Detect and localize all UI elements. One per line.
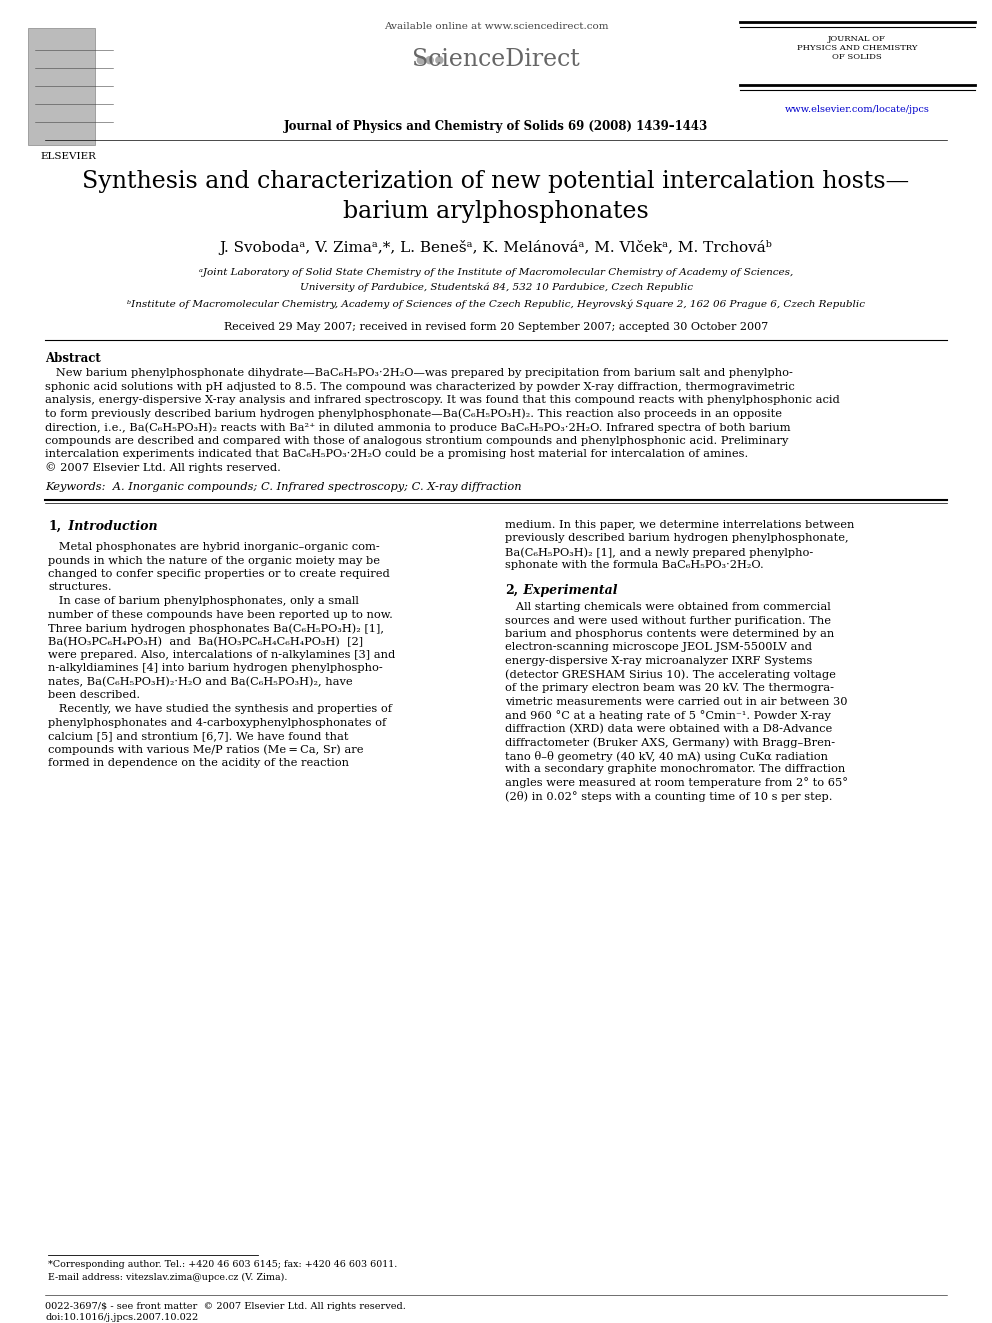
Text: were prepared. Also, intercalations of n-alkylamines [3] and: were prepared. Also, intercalations of n… bbox=[48, 650, 395, 660]
Text: Recently, we have studied the synthesis and properties of: Recently, we have studied the synthesis … bbox=[48, 704, 392, 714]
Text: phenylphosphonates and 4-carboxyphenylphosphonates of: phenylphosphonates and 4-carboxyphenylph… bbox=[48, 717, 386, 728]
Text: 2,: 2, bbox=[505, 583, 518, 597]
Text: ●●●: ●●● bbox=[416, 56, 444, 65]
Text: Available online at www.sciencedirect.com: Available online at www.sciencedirect.co… bbox=[384, 22, 608, 30]
Text: direction, i.e., Ba(C₆H₅PO₃H)₂ reacts with Ba²⁺ in diluted ammonia to produce Ba: direction, i.e., Ba(C₆H₅PO₃H)₂ reacts wi… bbox=[45, 422, 791, 433]
Text: In case of barium phenylphosphonates, only a small: In case of barium phenylphosphonates, on… bbox=[48, 595, 359, 606]
Text: barium and phosphorus contents were determined by an: barium and phosphorus contents were dete… bbox=[505, 628, 834, 639]
Text: intercalation experiments indicated that BaC₆H₅PO₃·2H₂O could be a promising hos: intercalation experiments indicated that… bbox=[45, 448, 748, 459]
Text: J. Svobodaᵃ, V. Zimaᵃ,*, L. Benešᵃ, K. Melánováᵃ, M. Vlčekᵃ, M. Trchováᵇ: J. Svobodaᵃ, V. Zimaᵃ,*, L. Benešᵃ, K. M… bbox=[219, 239, 773, 255]
Text: Introduction: Introduction bbox=[64, 520, 158, 533]
Text: Journal of Physics and Chemistry of Solids 69 (2008) 1439–1443: Journal of Physics and Chemistry of Soli… bbox=[284, 120, 708, 134]
Text: 0022-3697/$ - see front matter  © 2007 Elsevier Ltd. All rights reserved.: 0022-3697/$ - see front matter © 2007 El… bbox=[45, 1302, 406, 1311]
Text: number of these compounds have been reported up to now.: number of these compounds have been repo… bbox=[48, 610, 393, 619]
Text: All starting chemicals were obtained from commercial: All starting chemicals were obtained fro… bbox=[505, 602, 830, 613]
Text: diffraction (XRD) data were obtained with a D8-Advance: diffraction (XRD) data were obtained wit… bbox=[505, 724, 832, 734]
Text: © 2007 Elsevier Ltd. All rights reserved.: © 2007 Elsevier Ltd. All rights reserved… bbox=[45, 463, 281, 474]
Text: Abstract: Abstract bbox=[45, 352, 101, 365]
Text: www.elsevier.com/locate/jpcs: www.elsevier.com/locate/jpcs bbox=[785, 105, 930, 114]
Text: sphonic acid solutions with pH adjusted to 8.5. The compound was characterized b: sphonic acid solutions with pH adjusted … bbox=[45, 381, 795, 392]
Text: to form previously described barium hydrogen phenylphosphonate—Ba(C₆H₅PO₃H)₂. Th: to form previously described barium hydr… bbox=[45, 409, 782, 419]
Text: University of Pardubice, Studentská 84, 532 10 Pardubice, Czech Republic: University of Pardubice, Studentská 84, … bbox=[300, 283, 692, 292]
Text: JOURNAL OF
PHYSICS AND CHEMISTRY
OF SOLIDS: JOURNAL OF PHYSICS AND CHEMISTRY OF SOLI… bbox=[797, 34, 918, 61]
Text: previously described barium hydrogen phenylphosphonate,: previously described barium hydrogen phe… bbox=[505, 533, 848, 544]
Text: ELSEVIER: ELSEVIER bbox=[40, 152, 96, 161]
Text: E-mail address: vitezslav.zima@upce.cz (V. Zima).: E-mail address: vitezslav.zima@upce.cz (… bbox=[48, 1273, 288, 1282]
Text: energy-dispersive X-ray microanalyzer IXRF Systems: energy-dispersive X-ray microanalyzer IX… bbox=[505, 656, 812, 665]
Text: analysis, energy-dispersive X-ray analysis and infrared spectroscopy. It was fou: analysis, energy-dispersive X-ray analys… bbox=[45, 396, 840, 405]
Text: (detector GRESHAM Sirius 10). The accelerating voltage: (detector GRESHAM Sirius 10). The accele… bbox=[505, 669, 836, 680]
Bar bbox=[28, 28, 95, 146]
Text: diffractometer (Bruker AXS, Germany) with Bragg–Bren-: diffractometer (Bruker AXS, Germany) wit… bbox=[505, 737, 835, 747]
Text: ᵇInstitute of Macromolecular Chemistry, Academy of Sciences of the Czech Republi: ᵇInstitute of Macromolecular Chemistry, … bbox=[127, 300, 865, 310]
Text: and 960 °C at a heating rate of 5 °Cmin⁻¹. Powder X-ray: and 960 °C at a heating rate of 5 °Cmin⁻… bbox=[505, 710, 831, 721]
Text: n-alkyldiamines [4] into barium hydrogen phenylphospho-: n-alkyldiamines [4] into barium hydrogen… bbox=[48, 664, 383, 673]
Text: Ba(C₆H₅PO₃H)₂ [1], and a newly prepared phenylpho-: Ba(C₆H₅PO₃H)₂ [1], and a newly prepared … bbox=[505, 546, 813, 557]
Text: compounds with various Me/P ratios (Me = Ca, Sr) are: compounds with various Me/P ratios (Me =… bbox=[48, 745, 363, 755]
Text: ᵃJoint Laboratory of Solid State Chemistry of the Institute of Macromolecular Ch: ᵃJoint Laboratory of Solid State Chemist… bbox=[198, 269, 794, 277]
Text: Synthesis and characterization of new potential intercalation hosts—: Synthesis and characterization of new po… bbox=[82, 169, 910, 193]
Text: Three barium hydrogen phosphonates Ba(C₆H₅PO₃H)₂ [1],: Three barium hydrogen phosphonates Ba(C₆… bbox=[48, 623, 384, 634]
Text: changed to confer specific properties or to create required: changed to confer specific properties or… bbox=[48, 569, 390, 579]
Text: (2θ) in 0.02° steps with a counting time of 10 s per step.: (2θ) in 0.02° steps with a counting time… bbox=[505, 791, 832, 802]
Text: New barium phenylphosphonate dihydrate—BaC₆H₅PO₃·2H₂O—was prepared by precipitat: New barium phenylphosphonate dihydrate—B… bbox=[45, 368, 793, 378]
Text: 1,: 1, bbox=[48, 520, 62, 533]
Text: calcium [5] and strontium [6,7]. We have found that: calcium [5] and strontium [6,7]. We have… bbox=[48, 732, 348, 741]
Text: medium. In this paper, we determine interrelations between: medium. In this paper, we determine inte… bbox=[505, 520, 854, 531]
Text: compounds are described and compared with those of analogous strontium compounds: compounds are described and compared wit… bbox=[45, 435, 789, 446]
Text: ScienceDirect: ScienceDirect bbox=[412, 48, 580, 71]
Text: vimetric measurements were carried out in air between 30: vimetric measurements were carried out i… bbox=[505, 696, 847, 706]
Text: pounds in which the nature of the organic moiety may be: pounds in which the nature of the organi… bbox=[48, 556, 380, 565]
Text: been described.: been described. bbox=[48, 691, 140, 700]
Text: angles were measured at room temperature from 2° to 65°: angles were measured at room temperature… bbox=[505, 778, 848, 789]
Text: structures.: structures. bbox=[48, 582, 112, 593]
Text: Received 29 May 2007; received in revised form 20 September 2007; accepted 30 Oc: Received 29 May 2007; received in revise… bbox=[224, 321, 768, 332]
Text: sphonate with the formula BaC₆H₅PO₃·2H₂O.: sphonate with the formula BaC₆H₅PO₃·2H₂O… bbox=[505, 561, 764, 570]
Text: tano θ–θ geometry (40 kV, 40 mA) using CuKα radiation: tano θ–θ geometry (40 kV, 40 mA) using C… bbox=[505, 750, 828, 762]
Text: sources and were used without further purification. The: sources and were used without further pu… bbox=[505, 615, 831, 626]
Text: of the primary electron beam was 20 kV. The thermogra-: of the primary electron beam was 20 kV. … bbox=[505, 683, 834, 693]
Text: formed in dependence on the acidity of the reaction: formed in dependence on the acidity of t… bbox=[48, 758, 349, 767]
Text: with a secondary graphite monochromator. The diffraction: with a secondary graphite monochromator.… bbox=[505, 763, 845, 774]
Text: Keywords:  A. Inorganic compounds; C. Infrared spectroscopy; C. X-ray diffractio: Keywords: A. Inorganic compounds; C. Inf… bbox=[45, 482, 522, 492]
Text: Ba(HO₃PC₆H₄PO₃H)  and  Ba(HO₃PC₆H₄C₆H₄PO₃H)  [2]: Ba(HO₃PC₆H₄PO₃H) and Ba(HO₃PC₆H₄C₆H₄PO₃H… bbox=[48, 636, 363, 647]
Text: doi:10.1016/j.jpcs.2007.10.022: doi:10.1016/j.jpcs.2007.10.022 bbox=[45, 1312, 198, 1322]
Text: *Corresponding author. Tel.: +420 46 603 6145; fax: +420 46 603 6011.: *Corresponding author. Tel.: +420 46 603… bbox=[48, 1259, 397, 1269]
Text: Experimental: Experimental bbox=[519, 583, 617, 597]
Text: barium arylphosphonates: barium arylphosphonates bbox=[343, 200, 649, 224]
Text: Metal phosphonates are hybrid inorganic–organic com-: Metal phosphonates are hybrid inorganic–… bbox=[48, 542, 380, 552]
Text: electron-scanning microscope JEOL JSM-5500LV and: electron-scanning microscope JEOL JSM-55… bbox=[505, 643, 812, 652]
Text: nates, Ba(C₆H₅PO₃H)₂·H₂O and Ba(C₆H₅PO₃H)₂, have: nates, Ba(C₆H₅PO₃H)₂·H₂O and Ba(C₆H₅PO₃H… bbox=[48, 677, 352, 688]
